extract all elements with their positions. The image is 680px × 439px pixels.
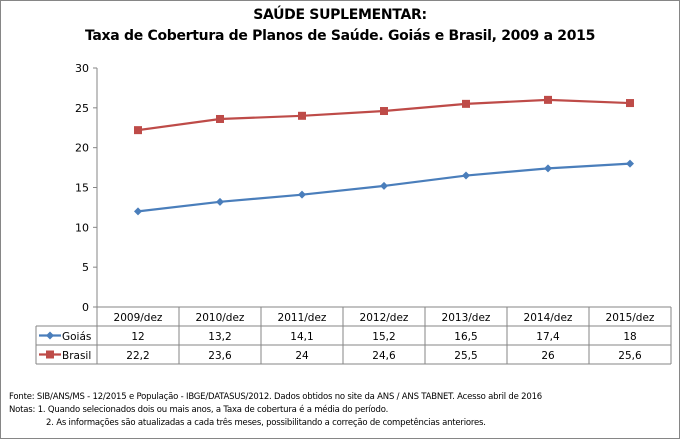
table-cell: 12 [131,331,144,343]
legend-label: Brasil [62,350,91,362]
table-cell: 16,5 [454,331,477,343]
x-tick-label: 2010/dez [196,312,245,324]
x-tick-label: 2014/dez [524,312,573,324]
data-point [626,99,634,108]
table-cell: 25,5 [454,350,477,362]
x-tick-label: 2012/dez [360,312,409,324]
table-cell: 26 [541,350,555,362]
data-point [298,190,306,199]
data-point [626,159,634,168]
data-point [462,99,470,108]
table-cell: 17,4 [536,331,560,343]
chart-subtitle: Taxa de Cobertura de Planos de Saúde. Go… [84,28,596,44]
legend-label: Goiás [62,331,91,343]
table-cell: 18 [623,331,636,343]
legend-marker [46,350,54,359]
y-tick-label: 15 [75,182,89,195]
data-point [216,197,224,206]
table-cell: 14,1 [290,331,313,343]
data-point [216,114,224,123]
data-point [380,181,388,190]
x-tick-label: 2015/dez [606,312,655,324]
data-point [134,207,142,216]
y-tick-label: 30 [75,62,89,75]
y-tick-label: 0 [82,301,89,314]
y-tick-label: 20 [75,142,89,155]
table-cell: 24 [295,350,309,362]
y-tick-label: 10 [75,221,89,234]
data-point [462,171,470,180]
note-1: Notas: 1. Quando selecionados dois ou ma… [9,405,389,415]
x-tick-label: 2013/dez [442,312,491,324]
table-cell: 25,6 [618,350,642,362]
x-tick-label: 2011/dez [278,312,327,324]
data-point [380,107,388,116]
data-point [544,95,552,104]
table-cell: 15,2 [372,331,395,343]
table-cell: 13,2 [208,331,231,343]
legend-marker [46,331,54,340]
data-point [544,164,552,173]
y-tick-label: 25 [75,102,89,115]
note-2: 2. As informações são atualizadas a cada… [46,418,486,428]
source-note: Fonte: SIB/ANS/MS - 12/2015 e População … [9,392,542,402]
table-cell: 22,2 [126,350,149,362]
data-point [134,126,142,135]
table-cell: 24,6 [372,350,396,362]
table-cell: 23,6 [208,350,232,362]
chart-title: SAÚDE SUPLEMENTAR: [253,7,427,23]
x-tick-label: 2009/dez [114,312,163,324]
data-point [298,111,306,120]
y-tick-label: 5 [82,261,89,274]
